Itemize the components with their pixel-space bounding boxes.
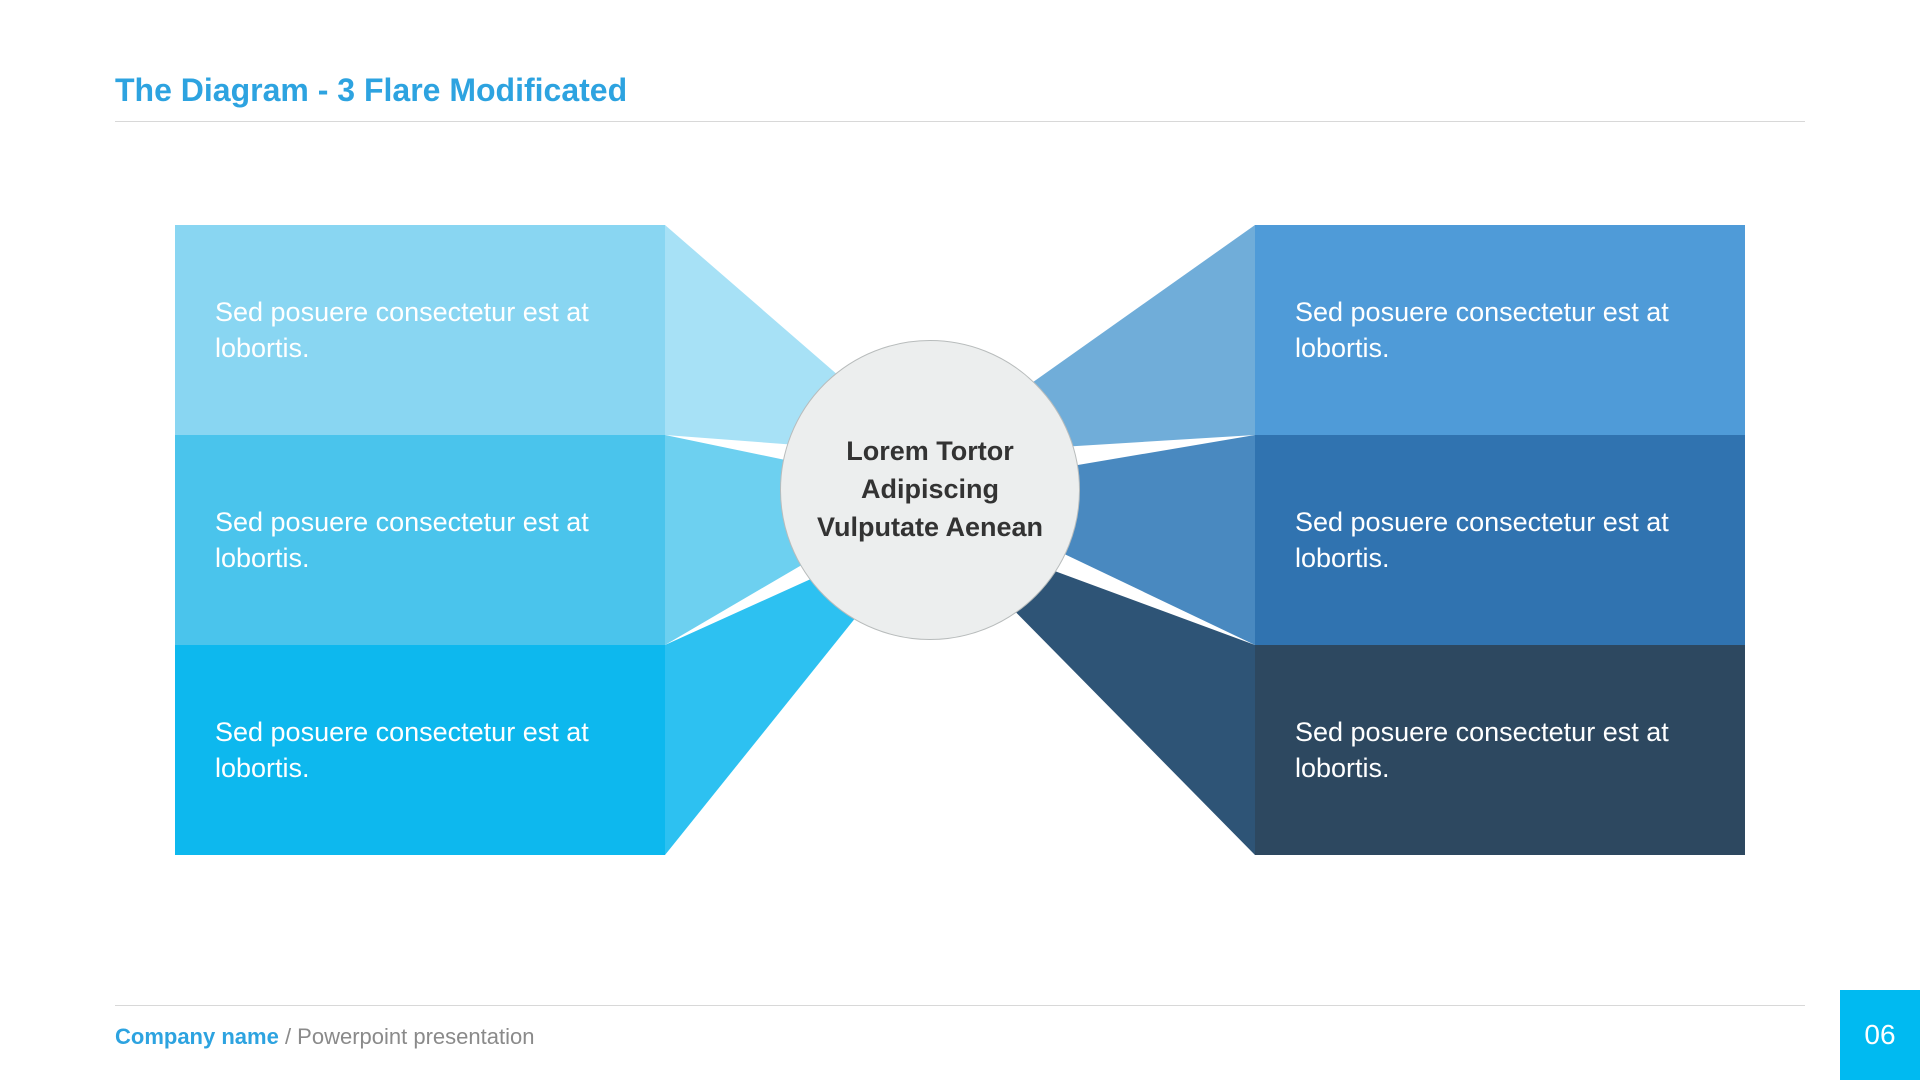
page-number: 06 xyxy=(1864,1019,1895,1051)
page-number-badge: 06 xyxy=(1840,990,1920,1080)
footer-divider xyxy=(115,1005,1805,1006)
company-name: Company name xyxy=(115,1024,279,1049)
flare-right-1: Sed posuere consectetur est at lobortis. xyxy=(1295,435,1715,645)
flare-left-0: Sed posuere consectetur est at lobortis. xyxy=(215,225,635,435)
flare-left-1: Sed posuere consectetur est at lobortis. xyxy=(215,435,635,645)
footer-subtitle: / Powerpoint presentation xyxy=(279,1024,535,1049)
header-divider xyxy=(115,121,1805,122)
footer: Company name / Powerpoint presentation xyxy=(115,1005,1805,1050)
header: The Diagram - 3 Flare Modificated xyxy=(115,72,1805,122)
center-circle: Lorem Tortor Adipiscing Vulputate Aenean xyxy=(780,340,1080,640)
page-title: The Diagram - 3 Flare Modificated xyxy=(115,72,1805,121)
flare-right-0: Sed posuere consectetur est at lobortis. xyxy=(1295,225,1715,435)
footer-text: Company name / Powerpoint presentation xyxy=(115,1024,1805,1050)
flare-diagram: Lorem Tortor Adipiscing Vulputate Aenean… xyxy=(175,225,1745,855)
flare-left-2: Sed posuere consectetur est at lobortis. xyxy=(215,645,635,855)
flare-right-2: Sed posuere consectetur est at lobortis. xyxy=(1295,645,1715,855)
center-text: Lorem Tortor Adipiscing Vulputate Aenean xyxy=(781,433,1079,546)
